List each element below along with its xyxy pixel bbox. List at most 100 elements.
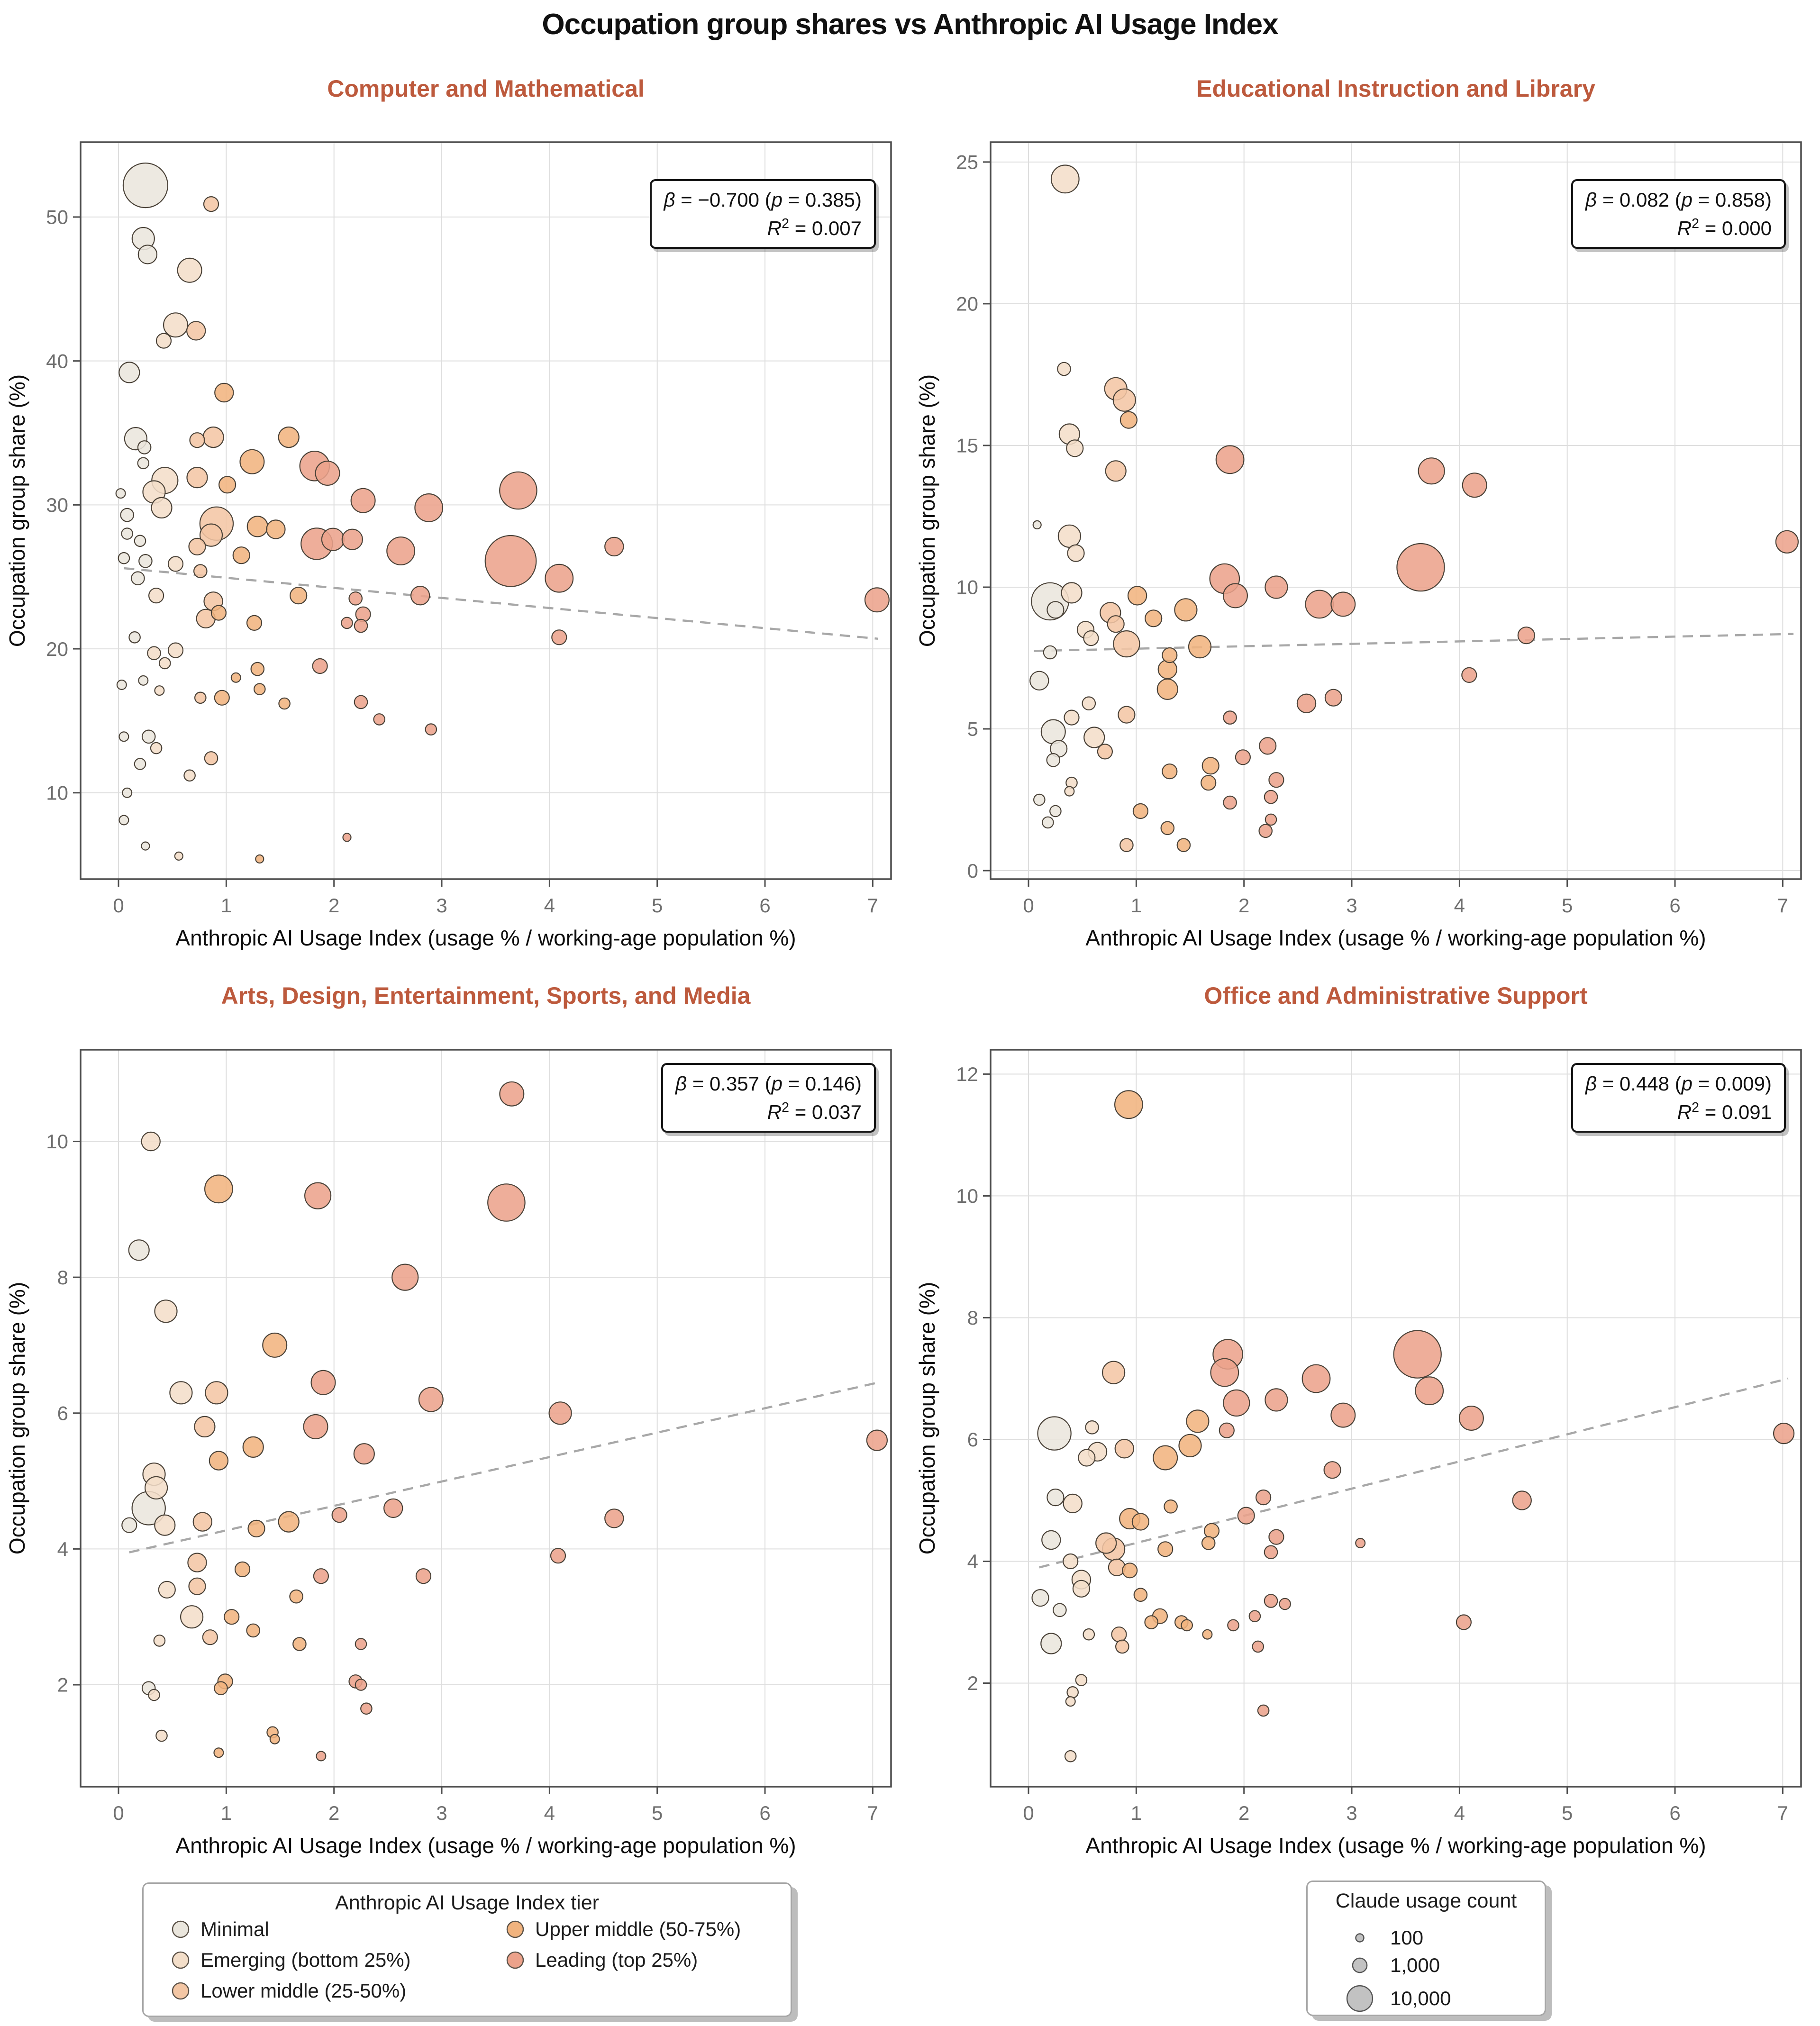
- bubble: [313, 1568, 329, 1584]
- bubble: [202, 1629, 218, 1645]
- svg-text:1: 1: [1131, 894, 1142, 917]
- bubble: [1029, 671, 1049, 691]
- tier-legend-item: Leading (top 25%): [504, 1949, 698, 1971]
- bubble: [131, 571, 145, 585]
- svg-text:5: 5: [967, 718, 978, 740]
- y-axis-label: Occupation group share (%): [5, 1282, 29, 1554]
- bubble: [1178, 1434, 1202, 1457]
- tier-marker-icon: [506, 1951, 524, 1969]
- bubble: [224, 1609, 240, 1625]
- bubble: [354, 695, 368, 709]
- panel-plot-1: 0 1 2 3 4 5 6 7 0 5 10 15 20 25 Anthropic AI Usage Ind…: [915, 141, 1802, 950]
- bubble: [1210, 1358, 1239, 1387]
- panel-title-computer-mathematical: Computer and Mathematical: [327, 75, 645, 102]
- bubble: [1279, 1598, 1291, 1610]
- bubble: [118, 552, 130, 564]
- svg-text:3: 3: [436, 1802, 447, 1824]
- bubble: [1257, 1704, 1270, 1717]
- svg-text:4: 4: [544, 894, 555, 917]
- bubble: [1296, 693, 1317, 713]
- bubble: [348, 591, 363, 606]
- gridlines: [991, 142, 1801, 879]
- bubble: [290, 587, 308, 605]
- bubble: [242, 1436, 264, 1458]
- svg-text:20: 20: [46, 638, 68, 660]
- bubble: [1301, 1364, 1331, 1393]
- bubble: [1083, 1628, 1095, 1641]
- bubble: [1512, 1490, 1532, 1510]
- panel-title-educational-library: Educational Instruction and Library: [1196, 75, 1595, 102]
- svg-text:7: 7: [867, 1802, 878, 1824]
- svg-text:5: 5: [652, 1802, 663, 1824]
- svg-text:6: 6: [1669, 1802, 1680, 1824]
- bubble: [866, 1429, 888, 1451]
- bubble: [1201, 757, 1219, 775]
- bubble: [1119, 411, 1138, 429]
- bubble: [180, 1605, 204, 1629]
- bubble: [391, 1263, 419, 1291]
- bubble: [183, 769, 196, 782]
- bubble: [116, 679, 127, 690]
- bubble: [1061, 582, 1083, 604]
- bubbles: [1029, 164, 1799, 852]
- size-marker-icon: [1355, 1933, 1365, 1943]
- bubble: [158, 657, 171, 670]
- bubble: [1415, 1376, 1444, 1406]
- bubble: [194, 1416, 216, 1437]
- bubble: [232, 546, 250, 564]
- bubble: [1265, 813, 1277, 826]
- bubble: [316, 1751, 327, 1762]
- y-axis-label: Occupation group share (%): [915, 1282, 939, 1554]
- ticks: [983, 1073, 1784, 1794]
- bubble: [550, 1548, 566, 1564]
- bubble: [312, 658, 328, 674]
- bubble: [1264, 1594, 1278, 1608]
- bubble: [115, 488, 126, 499]
- bubble: [148, 1689, 160, 1701]
- bubble: [1085, 1420, 1099, 1435]
- bubble: [1067, 544, 1085, 562]
- bubble: [1064, 1750, 1077, 1763]
- bubble: [1075, 1674, 1088, 1686]
- bubble: [1063, 1493, 1083, 1514]
- bubble: [189, 432, 205, 448]
- bubble: [1115, 1639, 1129, 1654]
- bubble: [548, 1401, 572, 1425]
- bubble: [1097, 744, 1113, 760]
- svg-text:6: 6: [967, 1428, 978, 1451]
- bubble: [155, 1729, 168, 1742]
- stats-line-beta: β = 0.082 (p = 0.858): [1585, 189, 1772, 211]
- gridlines: [81, 1050, 891, 1787]
- bubble: [186, 321, 206, 341]
- trend-line: [1039, 1377, 1789, 1569]
- bubble: [255, 854, 264, 864]
- bubble: [239, 449, 265, 474]
- bubble: [1223, 583, 1248, 609]
- bubble: [1083, 630, 1099, 646]
- svg-text:2: 2: [1238, 1802, 1249, 1824]
- bubble: [1156, 678, 1178, 700]
- bubble: [188, 1577, 206, 1595]
- bubble: [147, 646, 161, 660]
- bubble: [1064, 786, 1075, 797]
- svg-text:25: 25: [956, 151, 978, 173]
- bubble: [410, 585, 430, 606]
- bubble: [1215, 445, 1245, 474]
- bubble: [1265, 1388, 1288, 1412]
- bubble: [1264, 790, 1278, 804]
- tier-legend-item: Upper middle (50-75%): [504, 1918, 741, 1941]
- bubble: [1046, 1489, 1065, 1507]
- stats-line-beta: β = 0.448 (p = 0.009): [1585, 1072, 1772, 1095]
- bubble: [1113, 630, 1140, 658]
- svg-text:3: 3: [436, 894, 447, 917]
- tier-legend-label: Lower middle (25-50%): [200, 1980, 407, 2002]
- bubble: [1162, 647, 1178, 663]
- bubble: [134, 535, 146, 547]
- tier-legend-label: Minimal: [200, 1918, 269, 1940]
- bubble: [1305, 590, 1334, 619]
- bubble: [177, 257, 202, 283]
- svg-text:1: 1: [1131, 1802, 1142, 1824]
- svg-text:2: 2: [328, 894, 339, 917]
- bubble: [209, 1451, 229, 1471]
- bubble: [1112, 388, 1136, 412]
